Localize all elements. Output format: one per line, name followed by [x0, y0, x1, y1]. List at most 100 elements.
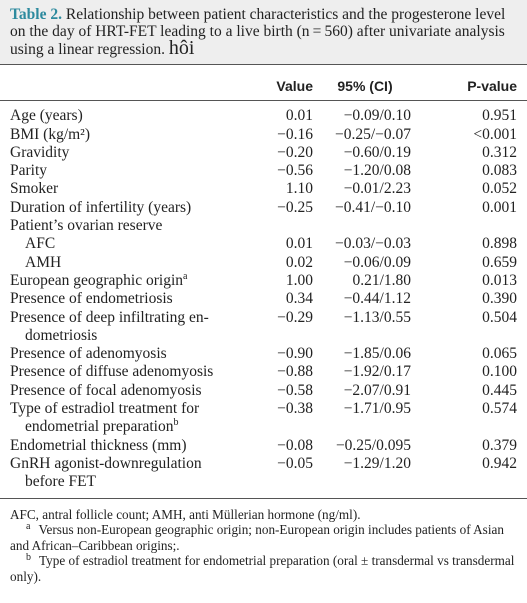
cell-p: 0.659 [482, 253, 517, 271]
label-line: Age (years) [10, 107, 83, 125]
cell-value: −0.05 [238, 454, 319, 499]
label-line: Presence of adenomyosis [10, 345, 167, 363]
header-cell: Value [238, 63, 319, 102]
footnote-mark: a [26, 520, 31, 532]
label-line: Type of estradiol treatment for [10, 400, 200, 418]
cell-value: −0.20 [277, 143, 313, 161]
label-line: Gravidity [10, 143, 70, 161]
footnote-text: AFC, antral follicle count; AMH, anti Mü… [10, 506, 361, 522]
table-row: Duration of infertility (years) −0.25 −0.4… [0, 199, 527, 217]
row-label: Age (years) [0, 101, 238, 126]
cell-p: 0.379 [482, 436, 517, 454]
cell-ci: −1.85/0.06 [343, 345, 411, 363]
table-row: Age (years) 0.01 −0.09/0.10 0.951 [0, 101, 527, 126]
label-line: Presence of diffuse adenomyosis [10, 363, 214, 381]
cell-p [417, 217, 527, 235]
row-label: Endometrial thickness (mm) [0, 437, 238, 455]
footnote: b Type of estradiol treatment for endomet… [10, 552, 517, 584]
header-row: Value 95% (CI) P-value [0, 63, 527, 102]
row-label: AFC [0, 235, 238, 253]
row-label: Presence of deep infiltrating en-dometri… [0, 309, 238, 346]
table-row: Smoker 1.10 −0.01/2.23 0.052 [0, 180, 527, 198]
row-label: Presence of focal adenomyosis [0, 382, 238, 400]
cell-ci: −0.41/−0.10 [334, 198, 411, 216]
row-label: Smoker [0, 180, 238, 198]
row-label: Presence of adenomyosis [0, 345, 238, 363]
cell-p: 0.390 [482, 290, 517, 308]
table-row: Presence of deep infiltrating en-dometri… [0, 309, 527, 346]
cell-value: −0.88 [277, 363, 313, 381]
header-cell: P-value [417, 63, 527, 102]
table-row: Presence of diffuse adenomyosis −0.88 −1.9… [0, 363, 527, 381]
cell-ci: −0.01/2.23 [343, 180, 411, 198]
cell-value: 0.34 [285, 290, 313, 308]
header-cell: 95% (CI) [319, 63, 417, 102]
label-line: Endometrial thickness (mm) [10, 436, 187, 454]
table-body: Age (years) 0.01 −0.09/0.10 0.951 BMI (kg/m²… [0, 101, 527, 499]
cell-p: 0.574 [482, 400, 517, 418]
row-label: Presence of endometriosis [0, 290, 238, 308]
cell-ci: −0.09/0.10 [343, 107, 411, 125]
cell-value: 1.00 [285, 271, 313, 289]
cell-p: 0.445 [482, 381, 517, 399]
footnote-text: Type of estradiol treatment for endometr… [10, 553, 515, 584]
table-row: GnRH agonist-downregulation before FET −0.… [0, 454, 527, 499]
cell-ci: −1.71/0.95 [343, 400, 411, 418]
cell-ci: −1.20/0.08 [343, 162, 411, 180]
table: Value 95% (CI) P-value Age (years) 0.01 −0… [0, 63, 527, 499]
label-line: AFC [25, 235, 56, 253]
cell-value: 1.10 [285, 180, 313, 198]
row-label: Patient’s ovarian reserve [0, 217, 238, 235]
footnotes: AFC, antral follicle count; AMH, anti Mü… [0, 499, 527, 585]
row-label: Duration of infertility (years) [0, 199, 238, 217]
table-row: Gravidity −0.20 −0.60/0.19 0.312 [0, 144, 527, 162]
label-line: Presence of focal adenomyosis [10, 381, 202, 399]
row-label: Gravidity [0, 144, 238, 162]
superscript: a [183, 270, 188, 282]
cell-p: 0.052 [482, 180, 517, 198]
label-line: Parity [10, 162, 48, 180]
cell-p: 0.898 [482, 235, 517, 253]
table-row: AFC 0.01 −0.03/−0.03 0.898 [0, 235, 527, 253]
table-row: Endometrial thickness (mm) −0.08 −0.25/0.0… [0, 437, 527, 455]
label-line: before FET [25, 473, 97, 491]
label-line: Presence of endometriosis [10, 290, 173, 308]
table-row: Parity −0.56 −1.20/0.08 0.083 [0, 162, 527, 180]
cell-ci: −0.60/0.19 [343, 143, 411, 161]
label-line: Patient’s ovarian reserve [10, 217, 163, 235]
row-label: Presence of diffuse adenomyosis [0, 363, 238, 381]
cell-value: −0.16 [277, 125, 313, 143]
cell-p: 0.083 [482, 162, 517, 180]
label-line: AMH [25, 253, 62, 271]
cell-p: 0.942 [417, 454, 527, 499]
label-line: Smoker [10, 180, 59, 198]
cell-ci: −0.25/−0.07 [334, 125, 411, 143]
cell-p: 0.951 [482, 107, 517, 125]
row-label: BMI (kg/m²) [0, 126, 238, 144]
cell-ci: 0.21/1.80 [352, 271, 411, 289]
cell-p: 0.013 [482, 271, 517, 289]
table-title: Table 2. Relationship between patient ch… [0, 0, 527, 64]
footnote-text: Versus non-European geographic origin; n… [10, 522, 504, 553]
label-line: European geographic origina [10, 270, 188, 289]
cell-p: <0.001 [473, 125, 517, 143]
cell-ci: −0.25/0.095 [335, 436, 411, 454]
cell-value: −0.29 [277, 308, 313, 326]
cell-p: 0.001 [482, 198, 517, 216]
cell-p: 0.312 [482, 143, 517, 161]
superscript: b [173, 417, 179, 429]
title-extra: hôi [168, 37, 195, 59]
cell-p: 0.065 [482, 345, 517, 363]
cell-ci: −1.92/0.17 [343, 363, 411, 381]
row-label: Parity [0, 162, 238, 180]
table-row: Type of estradiol treatment for endometri… [0, 400, 527, 437]
cell-value: −0.38 [277, 400, 313, 418]
cell-ci: −0.03/−0.03 [334, 235, 411, 253]
table-row: Presence of focal adenomyosis −0.58 −2.07/… [0, 382, 527, 400]
cell-p: 0.504 [482, 308, 517, 326]
row-label: Type of estradiol treatment for endometri… [0, 400, 238, 437]
label-line: Presence of deep infiltrating en- [10, 308, 209, 326]
cell-value: −0.56 [277, 162, 313, 180]
cell-value: 0.02 [285, 253, 313, 271]
